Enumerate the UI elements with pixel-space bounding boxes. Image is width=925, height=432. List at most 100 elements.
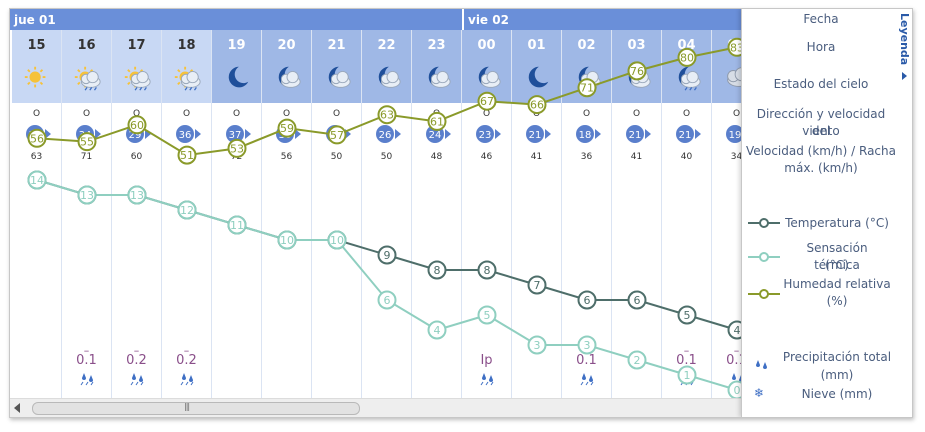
wind-speed-value: 29 [129, 130, 142, 141]
legend-fecha: Fecha [803, 12, 839, 26]
wind-speed-badge: 29 [126, 125, 151, 143]
rain-drops-icon [180, 373, 194, 386]
precip-value: 0.2 [126, 353, 147, 368]
sky-moon-cloud-icon [621, 63, 653, 93]
hour-label: 19 [227, 38, 246, 53]
precip-value: 0.1 [576, 353, 597, 368]
wind-speed-badge: 26 [376, 125, 401, 143]
wind-gust: 46 [480, 152, 493, 162]
rain-drops-icon [680, 373, 694, 386]
wind-direction: O [282, 109, 291, 119]
wind-speed-badge: 23 [476, 125, 501, 143]
wind-gust: 60 [130, 152, 143, 162]
horizontal-scrollbar[interactable]: ||| [10, 398, 750, 417]
wind-gust: 72 [180, 152, 193, 162]
wind-speed-value: 21 [629, 130, 642, 141]
hour-column: 18 O 36 72–0.2 [162, 30, 212, 417]
hour-label: 04 [677, 38, 696, 53]
wind-speed-value: 26 [379, 130, 392, 141]
precip-value: 0.2 [176, 353, 197, 368]
wind-direction: O [682, 109, 691, 119]
hour-column: 19 O 37 72 [212, 30, 262, 417]
wind-direction: O [82, 109, 91, 119]
legend-sensacion-line-icon [748, 252, 780, 262]
sky-moon-cloud-rain-icon [671, 63, 703, 93]
hour-column: 23 O 24 48 [412, 30, 462, 417]
wind-gust: 63 [30, 152, 43, 162]
wind-speed-badge: 21 [626, 125, 651, 143]
sky-sun-icon [21, 63, 53, 93]
precip-value: Ip [480, 353, 493, 368]
legend-humedad-line-icon [748, 289, 780, 299]
legend-hora: Hora [806, 40, 836, 54]
wind-speed-badge: 30 [26, 125, 51, 143]
scroll-thumb[interactable] [32, 402, 360, 415]
wind-direction: O [382, 109, 391, 119]
rain-drops-icon [480, 373, 494, 386]
hour-column: 02 O 18 36–0.1 [562, 30, 612, 417]
wind-gust: 50 [380, 152, 393, 162]
wind-direction: O [332, 109, 341, 119]
wind-speed-value: 34 [79, 130, 92, 141]
hour-label: 23 [427, 38, 446, 53]
hour-column: 04 O 21 40–0.1 [662, 30, 712, 417]
day-label-jue: jue 01 [10, 9, 462, 30]
wind-speed-badge: 34 [76, 125, 101, 143]
hour-label: 17 [127, 38, 146, 53]
wind-speed-badge: 24 [426, 125, 451, 143]
wind-speed-badge: 26 [326, 125, 351, 143]
sky-sun-cloud-rain-icon [171, 63, 203, 93]
hour-label: 20 [277, 38, 296, 53]
legend-temperatura: Temperatura (°C) [785, 216, 889, 230]
wind-speed-badge: 18 [576, 125, 601, 143]
sky-moon-cloud-icon [471, 63, 503, 93]
hour-label: 22 [377, 38, 396, 53]
legend-toggle-arrow-icon[interactable] [902, 72, 907, 80]
hour-column: 17 O 29 60–0.2 [112, 30, 162, 417]
sky-sun-cloud-rain-icon [71, 63, 103, 93]
wind-speed-badge: 30 [276, 125, 301, 143]
forecast-grid: jue 01 vie 02 15 O 30 63 16 O 34 71–0.1 17 O 29 60–… [10, 9, 750, 417]
hour-column: 03 O 21 41 [612, 30, 662, 417]
scroll-left-arrow-icon[interactable] [14, 403, 20, 413]
wind-gust: 71 [80, 152, 93, 162]
wind-speed-value: 21 [679, 130, 692, 141]
wind-gust: 41 [630, 152, 643, 162]
hour-column: 22 O 26 50 [362, 30, 412, 417]
hour-label: 02 [577, 38, 596, 53]
legend-temperature-line-icon [748, 218, 780, 228]
wind-direction: O [482, 109, 491, 119]
legend-panel: Leyenda Fecha Hora Estado del cielo Dire… [741, 9, 912, 417]
sky-moon-icon [221, 63, 253, 93]
legend-rain-icon [756, 360, 767, 369]
wind-direction: O [182, 109, 191, 119]
legend-snow-icon: ❄ [754, 386, 765, 400]
wind-gust: 56 [280, 152, 293, 162]
sky-sun-cloud-rain-icon [121, 63, 153, 93]
rain-drops-icon [130, 373, 144, 386]
sky-moon-cloud-icon [371, 63, 403, 93]
wind-speed-value: 36 [179, 130, 192, 141]
wind-gust: 34 [730, 152, 743, 162]
legend-viento-2: viento [802, 124, 840, 138]
legend-viento-3: Velocidad (km/h) / Racha [746, 144, 896, 158]
legend-viento-1: Dirección y velocidad del [756, 107, 886, 138]
precip-value: 0.1 [76, 353, 97, 368]
rain-drops-icon [580, 373, 594, 386]
hour-column: 16 O 34 71–0.1 [62, 30, 112, 417]
sky-moon-cloud-rain-icon [571, 63, 603, 93]
wind-speed-value: 37 [229, 130, 242, 141]
wind-speed-value: 23 [479, 130, 492, 141]
wind-speed-value: 30 [29, 130, 42, 141]
wind-direction: O [432, 109, 441, 119]
wind-gust: 41 [530, 152, 543, 162]
legend-humedad-2: (%) [826, 294, 848, 308]
wind-direction: O [632, 109, 641, 119]
wind-gust: 72 [230, 152, 243, 162]
hour-column: 20 O 30 56 [262, 30, 312, 417]
wind-speed-value: 19 [729, 130, 742, 141]
day-label-vie: vie 02 [462, 9, 750, 30]
legend-nieve: Nieve (mm) [801, 387, 873, 401]
hour-label: 15 [27, 38, 46, 53]
wind-speed-value: 30 [279, 130, 292, 141]
